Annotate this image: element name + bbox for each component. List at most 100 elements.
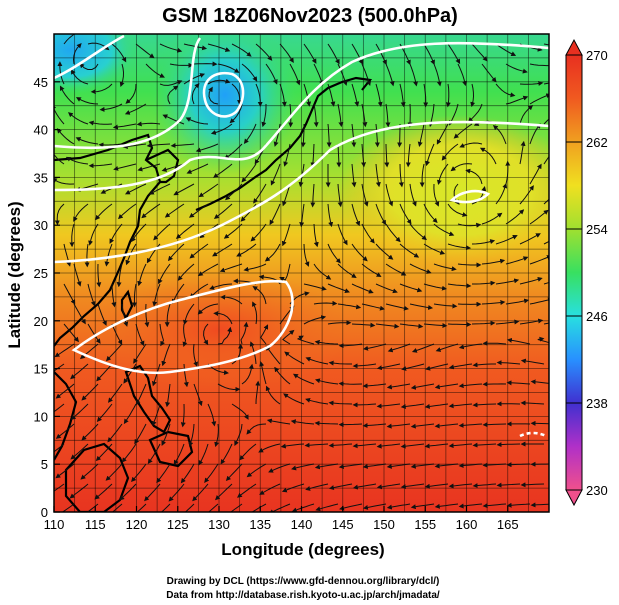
streamline-arrow	[458, 422, 483, 428]
streamline-arrow	[119, 63, 125, 87]
streamline-arrow	[186, 163, 209, 174]
contour-north-1	[54, 34, 125, 80]
streamline-arrow	[135, 43, 155, 59]
streamline-arrow	[374, 123, 380, 148]
streamline-arrow	[63, 34, 83, 45]
streamline-arrow	[458, 503, 483, 509]
streamline-arrow	[161, 343, 171, 367]
streamline-arrow	[409, 63, 419, 87]
streamline-arrow	[224, 143, 243, 160]
streamline-arrow	[84, 243, 90, 268]
streamline-arrow	[326, 123, 332, 148]
streamline-arrow	[63, 323, 80, 343]
streamline-arrow	[375, 163, 381, 188]
streamline-arrow	[351, 123, 357, 148]
streamline-arrow	[399, 283, 423, 293]
streamline-arrow	[305, 356, 329, 365]
streamline-arrow	[213, 311, 233, 325]
streamline-arrow	[183, 363, 189, 388]
streamline-arrow	[121, 303, 129, 327]
contour-north-4	[54, 120, 549, 264]
streamline-arrow	[193, 383, 203, 407]
streamline-arrow	[405, 143, 411, 168]
streamline-arrow	[458, 463, 483, 469]
streamline-arrow	[75, 137, 99, 145]
streamline-arrow	[543, 281, 549, 285]
streamline-arrow	[73, 303, 86, 325]
streamline-arrow	[496, 482, 521, 488]
streamline-arrow	[280, 443, 305, 449]
lat-tick-label: 25	[34, 266, 48, 281]
streamline-arrow	[191, 82, 200, 105]
streamline-arrow	[87, 323, 101, 344]
streamline-arrow	[530, 502, 549, 508]
streamline-arrow	[423, 283, 447, 291]
streamline-arrow	[207, 403, 217, 427]
streamline-arrow	[327, 83, 336, 107]
lat-tick-label: 45	[34, 75, 48, 90]
streamline-arrow	[189, 283, 209, 299]
streamline-arrow	[399, 203, 412, 225]
streamline-arrow	[351, 283, 374, 294]
streamline-arrow	[195, 143, 219, 153]
streamline-arrow	[436, 123, 449, 145]
streamline-arrow	[131, 283, 137, 308]
streamline-arrow	[505, 209, 525, 225]
streamline-arrow	[313, 63, 324, 86]
streamline-arrow	[193, 343, 199, 367]
streamline-arrow	[136, 383, 147, 406]
streamline-arrow	[269, 203, 281, 226]
streamline-arrow	[457, 63, 467, 87]
streamline-arrow	[313, 103, 319, 128]
streamline-arrow	[255, 380, 261, 405]
streamline-arrow	[98, 142, 123, 148]
streamline-arrow	[253, 183, 267, 204]
streamline-arrow	[481, 300, 506, 305]
streamline-arrow	[470, 83, 476, 108]
streamline-arrow	[447, 43, 461, 65]
streamline-arrow	[495, 83, 516, 98]
streamline-arrow	[410, 463, 435, 469]
streamline-arrow	[505, 63, 528, 74]
streamline-arrow	[519, 233, 541, 245]
lon-tick-label: 140	[291, 517, 313, 532]
streamline-arrow	[352, 483, 377, 490]
streamline-arrow	[338, 343, 363, 349]
streamline-arrow	[105, 343, 123, 362]
streamline-arrow	[131, 463, 147, 483]
streamline-arrow	[543, 43, 549, 46]
streamline-arrow	[109, 223, 123, 244]
streamline-arrow	[409, 183, 417, 207]
streamline-arrow	[136, 121, 161, 127]
streamline-arrow	[107, 423, 123, 443]
streamline-arrow	[352, 443, 377, 449]
streamline-arrow	[495, 43, 517, 56]
streamline-arrow	[310, 183, 316, 208]
streamline-arrow	[481, 258, 506, 265]
streamline-arrow	[376, 363, 401, 371]
streamline-arrow	[445, 83, 451, 108]
streamline-arrow	[125, 83, 137, 104]
streamline-arrow	[385, 63, 395, 87]
streamline-arrow	[417, 123, 425, 147]
streamline-arrow	[81, 423, 99, 441]
streamline-arrow	[104, 243, 113, 267]
streamline-arrow	[220, 443, 233, 465]
streamline-arrow	[290, 419, 315, 425]
streamline-arrow	[304, 442, 329, 448]
streamline-arrow	[433, 183, 440, 207]
streamline-arrow	[183, 43, 208, 51]
streamline-arrow	[183, 73, 206, 85]
streamline-arrow	[266, 418, 291, 425]
streamline-arrow	[234, 423, 243, 447]
streamline-arrow	[162, 114, 185, 125]
streamline-arrow	[268, 503, 291, 512]
lon-tick-label: 125	[167, 517, 189, 532]
streamline-arrow	[56, 128, 75, 145]
streamline-arrow	[73, 263, 82, 287]
streamline-arrow	[479, 147, 497, 165]
streamline-arrow	[274, 366, 291, 385]
streamline-arrow	[495, 183, 508, 205]
streamline-arrow	[386, 503, 411, 510]
streamline-arrow	[337, 183, 343, 208]
